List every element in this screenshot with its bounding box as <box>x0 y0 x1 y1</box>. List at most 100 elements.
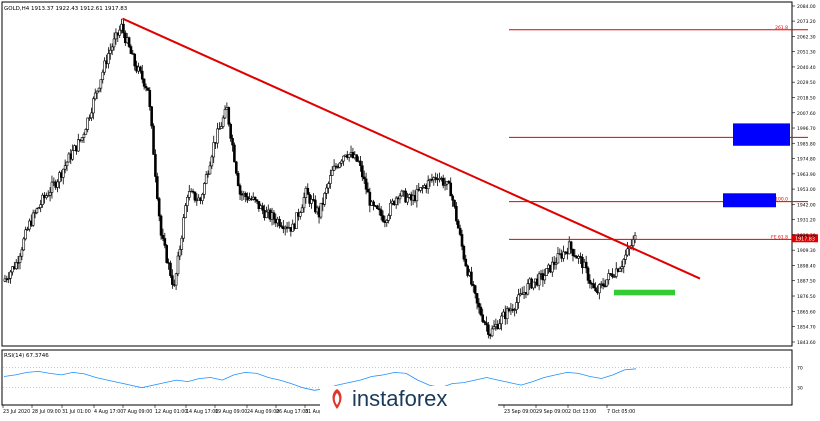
candle-body <box>586 267 590 281</box>
candle-body <box>84 129 88 135</box>
candle-body <box>35 208 39 214</box>
candle-body <box>165 245 169 263</box>
candle-body <box>310 199 313 204</box>
current-price-tag <box>792 234 818 243</box>
time-tick-label: 19 Aug 09:00 <box>215 409 247 415</box>
candle-body <box>182 217 185 239</box>
support-box <box>614 289 675 296</box>
candle-body <box>14 262 18 270</box>
candle-body <box>90 112 93 119</box>
candle-body <box>3 278 7 282</box>
candle-body <box>613 276 616 278</box>
candle-body <box>218 128 221 130</box>
candle-body <box>550 261 554 273</box>
candle-body <box>443 183 447 186</box>
target-box <box>733 123 790 146</box>
candle-body <box>223 109 227 119</box>
candle-body <box>295 212 298 229</box>
candle-body <box>626 248 629 256</box>
candle-body <box>308 194 311 204</box>
candle-body <box>456 220 460 229</box>
candle-body <box>246 196 249 201</box>
candle-body <box>355 154 358 162</box>
candle-body <box>479 306 483 316</box>
candle-body <box>327 183 330 189</box>
candle-body <box>122 23 125 34</box>
candle-body <box>379 209 383 216</box>
candle-body <box>148 90 152 108</box>
candle-body <box>180 237 184 250</box>
candle-body <box>127 37 131 47</box>
candle-body <box>163 238 167 246</box>
candle-body <box>129 46 133 54</box>
symbol-header: GOLD,H4 1913.37 1922.43 1912.61 1917.83 <box>4 6 128 12</box>
candle-body <box>265 211 268 218</box>
candle-body <box>140 70 144 80</box>
candle-body <box>118 29 121 36</box>
price-tick-label: 1920.30 <box>797 233 816 239</box>
candle-body <box>342 155 345 162</box>
candle-body <box>65 161 69 166</box>
candle-body <box>543 275 547 281</box>
price-tick-label: 1898.40 <box>797 263 816 269</box>
candle-body <box>146 87 150 91</box>
candle-body <box>46 195 50 197</box>
candle-body <box>234 161 238 174</box>
fib-level-label: 261.8 <box>775 25 788 31</box>
candle-body <box>150 106 153 127</box>
watermark-band <box>320 386 498 417</box>
candle-body <box>244 193 248 197</box>
candle-body <box>573 255 577 257</box>
candle-body <box>103 60 106 73</box>
candle-body <box>41 194 44 205</box>
instaforex-logo-icon <box>332 389 342 409</box>
time-tick-label: 2 Oct 13:00 <box>568 409 596 415</box>
candle-body <box>490 328 494 337</box>
candle-body <box>210 156 214 167</box>
candle-body <box>110 46 114 51</box>
candle-body <box>377 208 381 211</box>
candle-body <box>447 180 451 184</box>
candles-layer <box>3 17 637 340</box>
price-tick-label: 2084.00 <box>797 4 816 10</box>
rsi-label: RSI(14) 67.3746 <box>4 353 49 359</box>
candle-body <box>31 212 35 226</box>
candle-body <box>114 32 118 40</box>
candle-body <box>415 189 419 202</box>
candle-body <box>473 285 477 294</box>
candle-body <box>361 165 364 178</box>
candle-body <box>203 183 206 195</box>
target-box <box>723 193 776 208</box>
candle-body <box>366 188 370 193</box>
watermark-text: instaforex <box>352 386 448 411</box>
candle-body <box>302 197 306 209</box>
candle-body <box>526 283 530 295</box>
candle-body <box>206 173 210 176</box>
price-tick-label: 2051.30 <box>797 50 816 56</box>
candle-body <box>592 283 595 289</box>
candle-body <box>605 279 609 287</box>
candle-body <box>364 178 368 190</box>
candle-body <box>419 187 422 191</box>
candle-body <box>195 199 199 202</box>
price-tick-label: 1843.60 <box>797 340 816 346</box>
time-tick-label: 7 Oct 05:00 <box>607 409 635 415</box>
candle-body <box>323 193 327 205</box>
candle-body <box>584 261 588 269</box>
candle-body <box>594 287 597 292</box>
candle-body <box>278 218 281 227</box>
candle-body <box>298 212 302 217</box>
candle-body <box>50 181 54 193</box>
candle-body <box>101 71 105 80</box>
candle-body <box>614 268 618 277</box>
candle-body <box>229 123 232 139</box>
candle-body <box>24 229 27 240</box>
candle-body <box>532 281 535 289</box>
time-tick-label: 26 Aug 17:00 <box>276 409 308 415</box>
candle-body <box>80 137 84 141</box>
candle-body <box>620 266 624 269</box>
time-tick-label: 4 Aug 17:00 <box>94 409 123 415</box>
candle-body <box>300 207 304 213</box>
candle-body <box>622 259 626 267</box>
